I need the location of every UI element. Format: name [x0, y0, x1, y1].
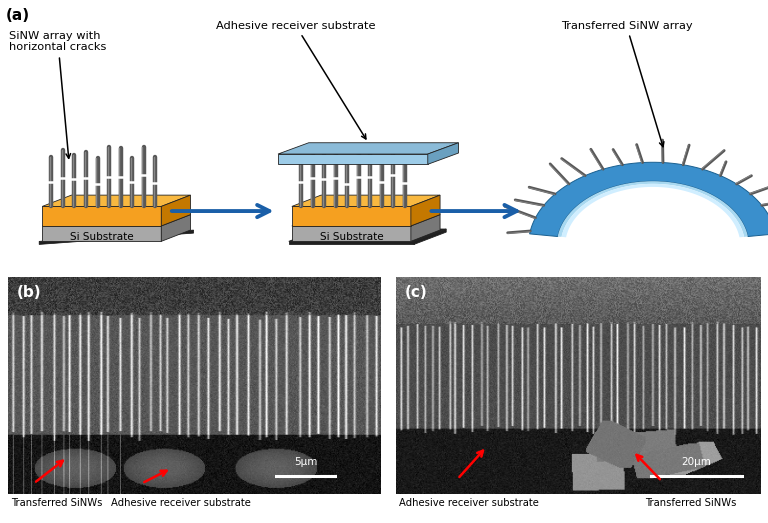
Text: Adhesive receiver substrate: Adhesive receiver substrate	[399, 498, 539, 508]
Text: Si Substrate: Si Substrate	[70, 232, 134, 242]
Polygon shape	[42, 214, 190, 226]
Polygon shape	[411, 214, 440, 241]
Polygon shape	[289, 229, 446, 241]
Polygon shape	[161, 195, 190, 226]
Polygon shape	[414, 229, 446, 244]
Polygon shape	[558, 181, 748, 237]
Text: 20μm: 20μm	[681, 457, 711, 467]
Polygon shape	[42, 207, 161, 226]
Text: Transferred SiNWs: Transferred SiNWs	[12, 498, 103, 508]
Text: (a): (a)	[6, 8, 30, 22]
Polygon shape	[39, 230, 194, 244]
Polygon shape	[42, 226, 161, 241]
Text: Adhesive receiver substrate: Adhesive receiver substrate	[111, 498, 250, 508]
Polygon shape	[278, 143, 458, 154]
Text: 5μm: 5μm	[294, 457, 317, 467]
Polygon shape	[278, 154, 428, 164]
Polygon shape	[428, 143, 458, 164]
Polygon shape	[292, 214, 440, 226]
Polygon shape	[530, 162, 768, 236]
Polygon shape	[289, 241, 414, 244]
Polygon shape	[292, 207, 411, 226]
Text: Adhesive receiver substrate: Adhesive receiver substrate	[216, 20, 376, 139]
Polygon shape	[292, 195, 440, 207]
Polygon shape	[561, 184, 744, 237]
Polygon shape	[411, 195, 440, 226]
Text: SiNW array with
horizontal cracks: SiNW array with horizontal cracks	[9, 31, 107, 158]
Text: Transferred SiNW array: Transferred SiNW array	[561, 20, 692, 146]
Text: Si Substrate: Si Substrate	[319, 232, 383, 242]
Polygon shape	[292, 226, 411, 241]
Text: (c): (c)	[405, 285, 427, 300]
Text: (b): (b)	[17, 285, 41, 300]
Polygon shape	[42, 195, 190, 207]
Polygon shape	[161, 214, 190, 241]
Text: Transferred SiNWs: Transferred SiNWs	[645, 498, 737, 508]
